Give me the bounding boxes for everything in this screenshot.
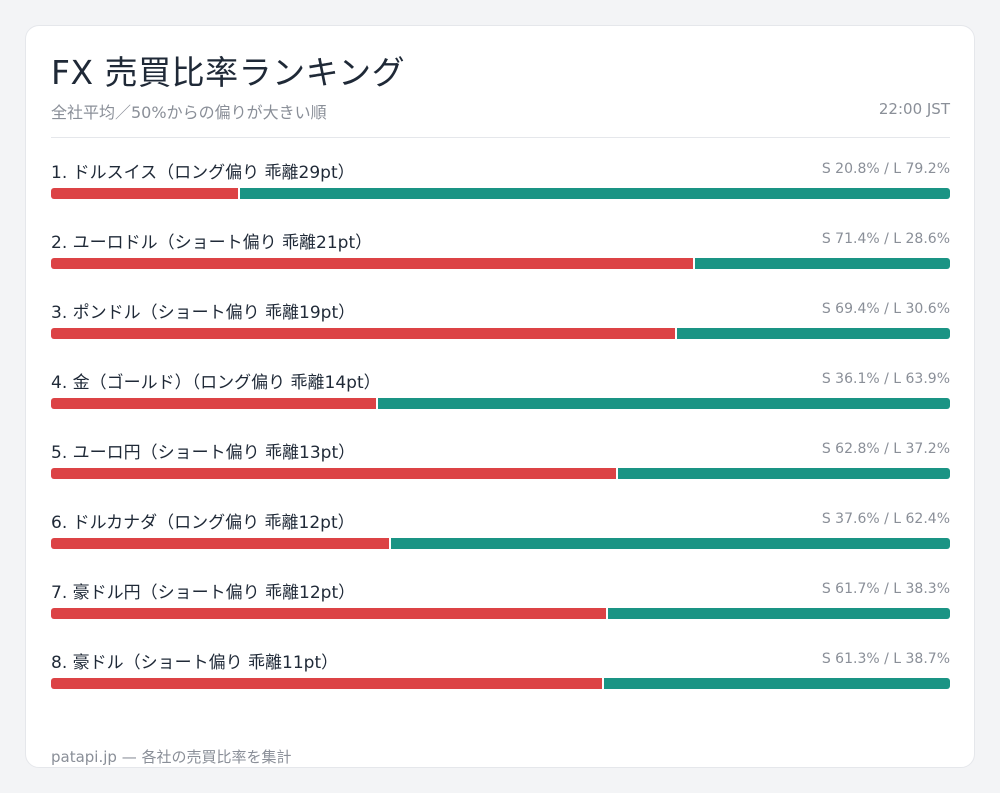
- ranking-row: 2. ユーロドル（ショート偏り 乖離21pt） S 71.4% / L 28.6%: [51, 228, 950, 298]
- ranking-row: 1. ドルスイス（ロング偏り 乖離29pt） S 20.8% / L 79.2%: [51, 158, 950, 228]
- ratio-bar: [51, 608, 950, 619]
- short-ratio-segment: [51, 398, 376, 409]
- ratio-bar: [51, 468, 950, 479]
- ranking-row-ratio: S 20.8% / L 79.2%: [821, 161, 950, 177]
- ranking-row-ratio: S 61.7% / L 38.3%: [821, 581, 950, 597]
- ratio-bar: [51, 398, 950, 409]
- page-subtitle: 全社平均／50%からの偏りが大きい順: [51, 103, 327, 122]
- long-ratio-segment: [389, 538, 950, 549]
- ranking-row-ratio: S 71.4% / L 28.6%: [821, 231, 950, 247]
- short-ratio-segment: [51, 468, 616, 479]
- short-ratio-segment: [51, 328, 675, 339]
- ranking-row-ratio: S 61.3% / L 38.7%: [821, 651, 950, 667]
- ratio-bar: [51, 678, 950, 689]
- ranking-list: 1. ドルスイス（ロング偏り 乖離29pt） S 20.8% / L 79.2% 2…: [51, 158, 950, 718]
- ranking-card: FX 売買比率ランキング 全社平均／50%からの偏りが大きい順 22:00 JS…: [25, 25, 975, 768]
- ranking-row-label: 3. ポンドル（ショート偏り 乖離19pt）: [51, 303, 356, 323]
- ranking-row-label: 8. 豪ドル（ショート偏り 乖離11pt）: [51, 653, 339, 673]
- ratio-bar: [51, 188, 950, 199]
- ranking-row-ratio: S 37.6% / L 62.4%: [821, 511, 950, 527]
- short-ratio-segment: [51, 188, 238, 199]
- ranking-row-label: 7. 豪ドル円（ショート偏り 乖離12pt）: [51, 583, 356, 603]
- ranking-row-label: 1. ドルスイス（ロング偏り 乖離29pt）: [51, 163, 355, 183]
- long-ratio-segment: [375, 398, 950, 409]
- ranking-row-label: 6. ドルカナダ（ロング偏り 乖離12pt）: [51, 513, 355, 533]
- short-ratio-segment: [51, 608, 606, 619]
- ranking-row-label: 5. ユーロ円（ショート偏り 乖離13pt）: [51, 443, 356, 463]
- ratio-bar: [51, 258, 950, 269]
- ranking-row-ratio: S 36.1% / L 63.9%: [821, 371, 950, 387]
- ranking-row: 5. ユーロ円（ショート偏り 乖離13pt） S 62.8% / L 37.2%: [51, 438, 950, 508]
- long-ratio-segment: [692, 258, 950, 269]
- long-ratio-segment: [674, 328, 950, 339]
- ranking-row-ratio: S 69.4% / L 30.6%: [821, 301, 950, 317]
- ranking-row: 4. 金（ゴールド）（ロング偏り 乖離14pt） S 36.1% / L 63.9…: [51, 368, 950, 438]
- ratio-bar: [51, 538, 950, 549]
- footer-credit: patapi.jp — 各社の売買比率を集計: [51, 748, 292, 766]
- ranking-row: 6. ドルカナダ（ロング偏り 乖離12pt） S 37.6% / L 62.4%: [51, 508, 950, 578]
- ranking-row: 3. ポンドル（ショート偏り 乖離19pt） S 69.4% / L 30.6%: [51, 298, 950, 368]
- page-title: FX 売買比率ランキング: [51, 53, 406, 92]
- ranking-row: 7. 豪ドル円（ショート偏り 乖離12pt） S 61.7% / L 38.3%: [51, 578, 950, 648]
- ranking-row-ratio: S 62.8% / L 37.2%: [821, 441, 950, 457]
- short-ratio-segment: [51, 678, 603, 689]
- long-ratio-segment: [605, 608, 950, 619]
- long-ratio-segment: [615, 468, 950, 479]
- short-ratio-segment: [51, 538, 390, 549]
- ranking-row-label: 4. 金（ゴールド）（ロング偏り 乖離14pt）: [51, 373, 381, 393]
- short-ratio-segment: [51, 258, 693, 269]
- ratio-bar: [51, 328, 950, 339]
- ranking-row-label: 2. ユーロドル（ショート偏り 乖離21pt）: [51, 233, 373, 253]
- ranking-row: 8. 豪ドル（ショート偏り 乖離11pt） S 61.3% / L 38.7%: [51, 648, 950, 718]
- long-ratio-segment: [237, 188, 950, 199]
- update-time: 22:00 JST: [878, 100, 950, 118]
- long-ratio-segment: [602, 678, 950, 689]
- header-divider: [51, 137, 950, 138]
